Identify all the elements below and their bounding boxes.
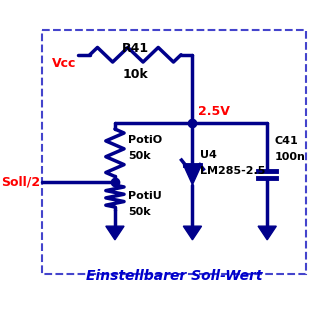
Text: 2.5V: 2.5V <box>198 105 230 118</box>
Text: 50k: 50k <box>128 207 150 217</box>
Text: 100n: 100n <box>274 152 305 162</box>
Text: Soll/2: Soll/2 <box>1 176 40 189</box>
Text: 50k: 50k <box>128 151 150 161</box>
Text: Vcc: Vcc <box>52 57 77 70</box>
Text: Einstellbarer Soll-Wert: Einstellbarer Soll-Wert <box>86 269 263 283</box>
Text: 10k: 10k <box>123 67 148 81</box>
Polygon shape <box>183 226 202 240</box>
Text: C41: C41 <box>274 136 298 146</box>
Polygon shape <box>258 226 276 240</box>
Text: U4: U4 <box>200 150 217 160</box>
Text: PotiU: PotiU <box>128 191 161 201</box>
Bar <box>42 30 307 275</box>
Polygon shape <box>106 226 124 240</box>
Text: PotiO: PotiO <box>128 135 162 145</box>
Text: R41: R41 <box>122 42 149 55</box>
Polygon shape <box>183 165 202 185</box>
Text: LM285-2.5: LM285-2.5 <box>200 165 265 175</box>
